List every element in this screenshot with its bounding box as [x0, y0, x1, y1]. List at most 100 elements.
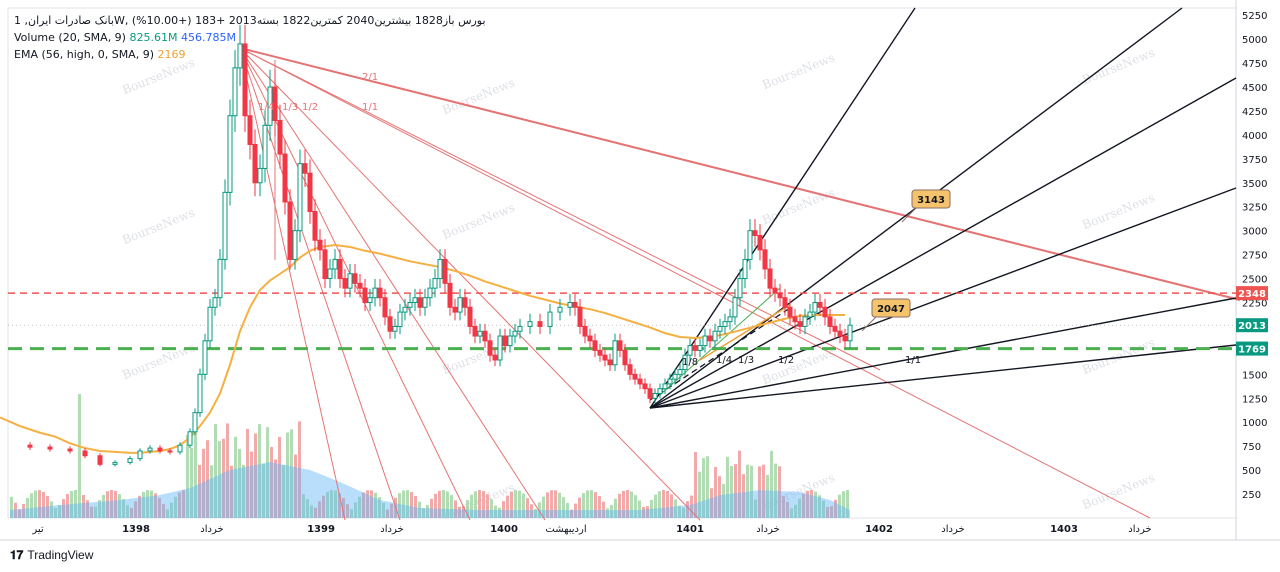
volume-bar — [550, 490, 553, 518]
volume-bar — [634, 495, 637, 518]
candle-body — [822, 306, 828, 318]
volume-bar — [570, 509, 573, 518]
volume-bar — [358, 496, 361, 518]
candle-body — [207, 306, 213, 342]
volume-bar — [650, 499, 653, 518]
volume-bar — [390, 503, 393, 518]
candle-body — [287, 201, 293, 260]
fan-line-red — [239, 47, 881, 371]
volume-bar — [314, 507, 317, 518]
candle-body — [587, 335, 593, 342]
volume-bar — [194, 427, 197, 518]
price-axis-label: 3500 — [1242, 179, 1267, 190]
volume-bar — [494, 505, 497, 518]
volume-bar — [106, 491, 109, 518]
watermark-text: BourseNews — [1080, 190, 1156, 232]
candle-body — [607, 359, 613, 366]
volume-bar — [474, 491, 477, 518]
watermark-text: BourseNews — [120, 205, 196, 247]
candle-body — [747, 230, 753, 260]
candle-body — [622, 349, 628, 366]
price-axis-label: 3000 — [1242, 227, 1267, 238]
candle-body — [592, 340, 598, 351]
candle-body — [572, 302, 578, 308]
volume-bar — [338, 493, 341, 518]
candle-body — [427, 287, 433, 299]
volume-bar — [326, 491, 329, 518]
volume-bar — [738, 450, 741, 518]
candle-body — [312, 211, 318, 241]
volume-bar — [110, 490, 113, 518]
time-axis-label: 1400 — [490, 524, 518, 535]
candle-body — [447, 282, 453, 308]
candle-body — [292, 230, 298, 260]
volume-bar — [138, 495, 141, 518]
candle-body — [697, 345, 703, 351]
volume-bar — [594, 492, 597, 518]
candle-body — [677, 369, 683, 375]
volume-bar — [830, 506, 833, 518]
price-axis-label: 4500 — [1242, 83, 1267, 94]
volume-bar — [162, 504, 165, 518]
volume-bar — [466, 499, 469, 518]
volume-bar — [810, 490, 813, 518]
volume-bar — [822, 500, 825, 518]
volume-bar — [670, 494, 673, 518]
volume-bar — [462, 506, 465, 518]
candle-body — [647, 388, 653, 399]
price-axis-label: 4750 — [1242, 59, 1267, 70]
candle-body — [232, 67, 238, 117]
dashed-trendline — [649, 307, 791, 401]
fan-ratio-label: 1/2 — [778, 355, 794, 366]
candle-body — [792, 316, 798, 323]
volume-bar — [558, 492, 561, 518]
volume-sma-area — [10, 462, 850, 518]
volume-bar — [702, 457, 705, 518]
volume-bar — [534, 509, 537, 518]
volume-bar — [378, 497, 381, 518]
tradingview-logo[interactable]: 𝟏𝟕 TradingView — [10, 548, 93, 563]
candle-body — [682, 354, 688, 371]
volume-bar — [718, 476, 721, 518]
candle-body — [82, 450, 88, 457]
volume-bar — [238, 449, 241, 518]
price-axis-label: 3250 — [1242, 203, 1267, 214]
fan-ratio-label: 1/1 — [905, 355, 921, 366]
volume-bar — [706, 456, 709, 518]
volume-bar — [398, 493, 401, 518]
time-axis-label: خرداد — [941, 524, 964, 535]
volume-bar — [642, 506, 645, 518]
watermark-text: BourseNews — [1080, 45, 1156, 87]
volume-bar — [582, 493, 585, 518]
candle-body — [787, 306, 793, 318]
time-axis-label: اردیبهشت — [545, 524, 586, 535]
volume-bar — [602, 501, 605, 518]
volume-bar — [210, 465, 213, 518]
price-axis-label: 1500 — [1242, 370, 1267, 381]
volume-bar — [522, 493, 525, 518]
volume-bar — [34, 490, 37, 518]
volume-bar — [530, 504, 533, 518]
watermark-text: BourseNews — [440, 75, 516, 117]
volume-bar — [334, 490, 337, 518]
price-axis-label: 750 — [1242, 442, 1261, 453]
volume-bar — [826, 507, 829, 518]
volume-bar — [114, 490, 117, 518]
candle-body — [807, 311, 813, 318]
legend-volume: Volume (20, SMA, 9) 825.61M 456.785M — [14, 29, 486, 46]
volume-bar — [574, 503, 577, 518]
volume-bar — [286, 432, 289, 518]
candle-body — [467, 306, 473, 327]
candle-body — [237, 43, 243, 69]
candle-body — [302, 163, 308, 174]
candle-body — [342, 278, 348, 289]
volume-bar — [242, 464, 245, 518]
volume-bar — [250, 451, 253, 518]
candle-body — [567, 302, 573, 308]
candle-body — [457, 297, 463, 313]
volume-bar — [146, 490, 149, 518]
volume-bar — [174, 496, 177, 518]
volume-bar — [742, 474, 745, 518]
volume-bar — [298, 421, 301, 518]
